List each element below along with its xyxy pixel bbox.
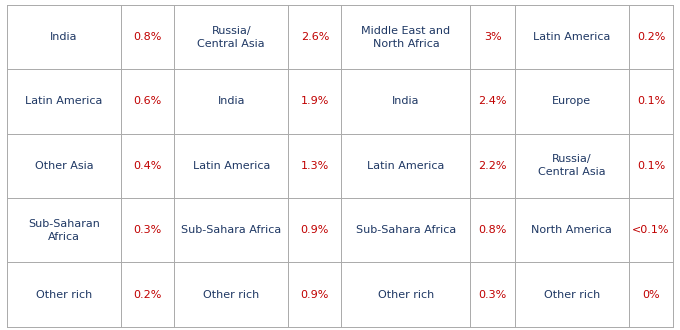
Text: 0.4%: 0.4%	[133, 161, 162, 171]
Text: India: India	[50, 32, 78, 42]
Text: 0.2%: 0.2%	[637, 32, 665, 42]
Text: Other rich: Other rich	[378, 289, 434, 300]
Text: India: India	[218, 96, 245, 107]
Text: North America: North America	[531, 225, 612, 235]
Text: 0.2%: 0.2%	[133, 289, 162, 300]
Text: 0.1%: 0.1%	[637, 96, 665, 107]
Text: 1.9%: 1.9%	[301, 96, 329, 107]
Text: 0.3%: 0.3%	[479, 289, 507, 300]
Text: Sub-Sahara Africa: Sub-Sahara Africa	[356, 225, 456, 235]
Text: Sub-Saharan
Africa: Sub-Saharan Africa	[28, 218, 100, 242]
Text: India: India	[392, 96, 420, 107]
Text: Other Asia: Other Asia	[35, 161, 93, 171]
Text: 2.2%: 2.2%	[478, 161, 507, 171]
Text: 2.6%: 2.6%	[301, 32, 329, 42]
Text: 0.6%: 0.6%	[133, 96, 162, 107]
Text: Latin America: Latin America	[367, 161, 445, 171]
Text: Sub-Sahara Africa: Sub-Sahara Africa	[181, 225, 282, 235]
Text: Latin America: Latin America	[192, 161, 270, 171]
Text: Latin America: Latin America	[25, 96, 103, 107]
Text: Russia/
Central Asia: Russia/ Central Asia	[538, 154, 606, 178]
Text: 0.1%: 0.1%	[637, 161, 665, 171]
Text: Middle East and
North Africa: Middle East and North Africa	[361, 25, 451, 49]
Text: Russia/
Central Asia: Russia/ Central Asia	[197, 25, 265, 49]
Text: 0.3%: 0.3%	[133, 225, 162, 235]
Text: 1.3%: 1.3%	[301, 161, 329, 171]
Text: Latin America: Latin America	[533, 32, 611, 42]
Text: 3%: 3%	[483, 32, 501, 42]
Text: <0.1%: <0.1%	[632, 225, 670, 235]
Text: 0.9%: 0.9%	[301, 225, 329, 235]
Text: Europe: Europe	[552, 96, 592, 107]
Text: 2.4%: 2.4%	[478, 96, 507, 107]
Text: 0.9%: 0.9%	[301, 289, 329, 300]
Text: Other rich: Other rich	[544, 289, 600, 300]
Text: 0%: 0%	[643, 289, 660, 300]
Text: 0.8%: 0.8%	[133, 32, 162, 42]
Text: 0.8%: 0.8%	[479, 225, 507, 235]
Text: Other rich: Other rich	[36, 289, 92, 300]
Text: Other rich: Other rich	[203, 289, 259, 300]
